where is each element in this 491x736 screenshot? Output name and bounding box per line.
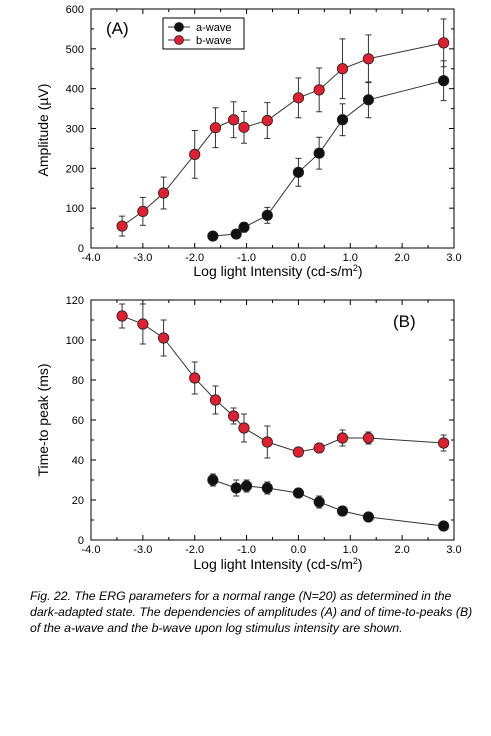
y-tick-label: 60 (72, 415, 84, 427)
y-axis-label: Amplitude (µV) (35, 84, 51, 177)
data-point-b-wave (438, 37, 450, 49)
x-tick-label: -3.0 (133, 252, 152, 264)
data-point-a-wave (313, 496, 325, 508)
data-point-b-wave (362, 53, 375, 65)
data-point-a-wave (362, 511, 375, 523)
plot-frame (90, 299, 455, 541)
data-point-a-wave (261, 482, 273, 494)
x-tick-label: 0.0 (291, 544, 306, 556)
x-tick-label: -1.0 (237, 544, 256, 556)
x-tick-label: 2.0 (394, 252, 409, 264)
data-point-b-wave (362, 432, 375, 444)
x-tick-label: 2.0 (394, 544, 409, 556)
y-tick-label: 600 (66, 4, 84, 16)
data-point-b-wave (228, 114, 240, 126)
series-b-wave (116, 18, 450, 237)
series-line-a-wave (212, 80, 444, 237)
x-tick-label: -4.0 (82, 252, 101, 264)
y-tick-label: 400 (66, 84, 84, 96)
y-tick-label: 200 (66, 163, 84, 175)
data-point-b-wave (189, 148, 201, 160)
data-point-a-wave (438, 520, 450, 532)
data-point-b-wave (158, 187, 170, 199)
data-point-b-wave (209, 122, 222, 134)
x-axis-label: Log light Intensity (cd-s/m2) (193, 556, 362, 572)
data-point-b-wave (189, 372, 201, 384)
data-point-b-wave (209, 394, 222, 406)
data-point-a-wave (336, 505, 349, 517)
series-a-wave (207, 60, 450, 242)
series-a-wave (207, 473, 450, 532)
y-tick-label: 80 (72, 375, 84, 387)
data-point-a-wave (230, 482, 242, 494)
y-tick-label: 120 (66, 295, 84, 307)
y-tick-label: 20 (72, 495, 84, 507)
data-point-a-wave (261, 209, 273, 221)
time-to-peak-chart: -4.0 -3.0 -2.0 -1.0 0.0 1.0 2.0 3.0 0 20 40 60 80 100… (35, 295, 462, 572)
data-point-b-wave (116, 310, 128, 322)
data-point-b-wave (158, 332, 170, 344)
data-point-b-wave (292, 446, 305, 458)
data-point-a-wave (238, 221, 250, 233)
data-point-b-wave (313, 84, 325, 96)
y-tick-label: 0 (78, 243, 84, 255)
data-point-a-wave (207, 230, 219, 242)
data-point-b-wave (261, 436, 273, 448)
data-point-b-wave (438, 437, 450, 449)
y-tick-label: 0 (78, 535, 84, 547)
data-point-b-wave (137, 205, 149, 217)
data-point-b-wave (313, 442, 325, 454)
x-tick-label: 3.0 (446, 252, 461, 264)
x-tick-label: -4.0 (82, 544, 101, 556)
data-point-a-wave (240, 480, 253, 492)
data-point-b-wave (336, 432, 349, 444)
series-line-b-wave (121, 42, 444, 227)
data-point-b-wave (292, 92, 305, 104)
figure-caption: Fig. 22. The ERG parameters for a normal… (30, 589, 473, 635)
x-tick-label: -2.0 (185, 252, 204, 264)
legend-marker (174, 22, 184, 32)
data-point-b-wave (261, 114, 273, 127)
data-point-b-wave (116, 220, 128, 232)
y-axis-label: Time-to peak (ms) (35, 363, 51, 476)
series-line-b-wave (121, 315, 444, 453)
data-point-a-wave (438, 75, 450, 87)
data-point-b-wave (228, 410, 240, 422)
y-tick-label: 300 (66, 124, 84, 136)
data-point-b-wave (238, 422, 250, 434)
panel-label: (B) (393, 312, 416, 331)
y-tick-label: 100 (66, 203, 84, 215)
x-tick-label: -1.0 (237, 252, 256, 264)
panel-label: (A) (106, 19, 129, 38)
data-point-a-wave (336, 114, 349, 126)
data-point-a-wave (292, 487, 305, 499)
data-point-a-wave (230, 228, 242, 240)
series-b-wave (116, 303, 450, 459)
x-tick-label: -2.0 (185, 544, 204, 556)
y-tick-label: 40 (72, 455, 84, 467)
data-point-a-wave (313, 147, 325, 159)
y-tick-label: 500 (66, 44, 84, 56)
data-point-b-wave (336, 63, 349, 75)
data-point-b-wave (137, 318, 149, 330)
data-point-b-wave (238, 121, 250, 133)
x-axis-label: Log light Intensity (cd-s/m2) (193, 263, 362, 279)
x-tick-label: 0.0 (291, 252, 306, 264)
data-point-a-wave (292, 166, 305, 178)
x-tick-label: 3.0 (446, 544, 461, 556)
x-tick-label: 1.0 (343, 544, 358, 556)
amplitude-chart: -4.0 -3.0 -2.0 -1.0 0.0 1.0 2.0 3.0 0 100 200 300 40… (35, 4, 462, 279)
legend-marker (174, 35, 184, 45)
legend-label: a-wave (196, 22, 231, 34)
data-point-a-wave (207, 474, 219, 486)
y-tick-label: 100 (66, 335, 84, 347)
legend-label: b-wave (196, 35, 231, 47)
x-tick-label: 1.0 (343, 252, 358, 264)
x-tick-label: -3.0 (133, 544, 152, 556)
data-point-a-wave (362, 94, 375, 106)
